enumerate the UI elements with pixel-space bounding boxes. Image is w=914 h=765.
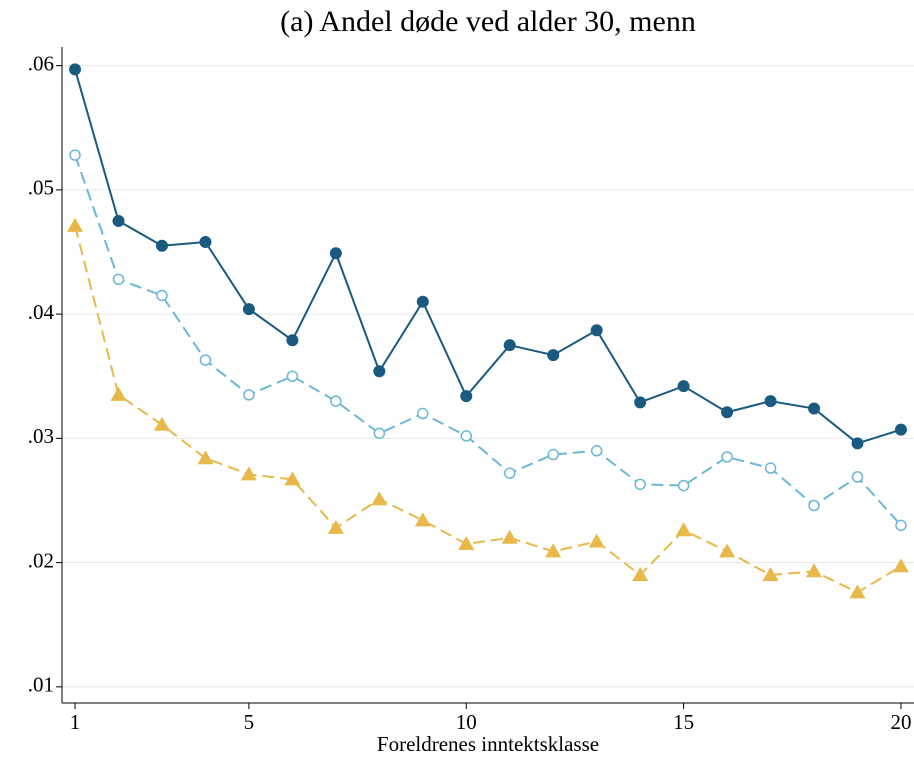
x-tick-label: 10	[456, 710, 477, 734]
marker	[806, 563, 823, 578]
marker	[284, 471, 301, 486]
series-line	[74, 225, 902, 594]
y-tick-label: .02	[28, 548, 54, 572]
y-tick-label: .05	[28, 176, 54, 200]
marker	[547, 349, 560, 362]
y-tick-label: .04	[28, 300, 55, 324]
marker	[851, 437, 864, 450]
marker	[69, 149, 81, 161]
marker	[634, 396, 647, 409]
marker	[69, 63, 82, 76]
marker	[286, 370, 299, 382]
marker	[762, 567, 779, 582]
marker	[545, 543, 562, 558]
marker	[243, 389, 255, 401]
series-line	[74, 69, 902, 445]
marker	[242, 303, 255, 316]
marker	[112, 214, 125, 227]
marker	[895, 519, 907, 532]
marker	[329, 247, 342, 260]
marker	[501, 529, 518, 544]
marker	[156, 289, 168, 302]
marker	[460, 430, 473, 442]
marker	[460, 390, 473, 403]
marker	[153, 416, 170, 431]
marker	[894, 423, 907, 436]
marker	[892, 558, 909, 573]
marker	[721, 451, 733, 463]
marker	[197, 450, 214, 465]
x-tick-label: 20	[890, 710, 911, 734]
marker	[240, 466, 257, 481]
marker	[199, 236, 212, 249]
marker	[458, 535, 475, 550]
marker	[547, 448, 559, 461]
marker	[764, 462, 777, 474]
marker	[503, 339, 516, 352]
marker	[677, 380, 690, 393]
marker	[414, 512, 431, 527]
marker	[588, 533, 605, 548]
x-tick-label: 1	[70, 710, 81, 734]
marker	[416, 295, 429, 308]
marker	[634, 478, 646, 491]
y-tick-label: .01	[28, 673, 54, 697]
marker	[632, 567, 649, 582]
marker	[199, 354, 212, 366]
marker	[112, 273, 125, 286]
marker	[677, 479, 690, 492]
marker	[155, 239, 168, 252]
x-tick-label: 5	[244, 710, 255, 734]
y-tick-label: .06	[28, 51, 54, 75]
marker	[849, 584, 866, 599]
marker	[373, 427, 386, 440]
marker	[851, 471, 864, 483]
marker	[286, 334, 299, 347]
marker	[330, 395, 342, 407]
marker	[373, 365, 386, 378]
marker	[719, 543, 736, 558]
marker	[503, 467, 516, 479]
marker	[371, 491, 388, 506]
y-tick-label: .03	[28, 424, 54, 448]
marker	[110, 386, 127, 401]
marker	[67, 217, 84, 232]
x-axis-label: Foreldrenes inntektsklasse	[377, 732, 599, 756]
marker	[808, 402, 821, 415]
marker	[590, 445, 603, 457]
x-tick-label: 15	[673, 710, 694, 734]
chart-title: (a) Andel døde ved alder 30, menn	[280, 5, 696, 38]
marker	[764, 395, 777, 408]
marker	[417, 407, 429, 420]
marker	[327, 519, 344, 534]
marker	[808, 499, 820, 512]
marker	[590, 324, 603, 337]
marker	[675, 522, 692, 537]
marker	[721, 406, 734, 419]
